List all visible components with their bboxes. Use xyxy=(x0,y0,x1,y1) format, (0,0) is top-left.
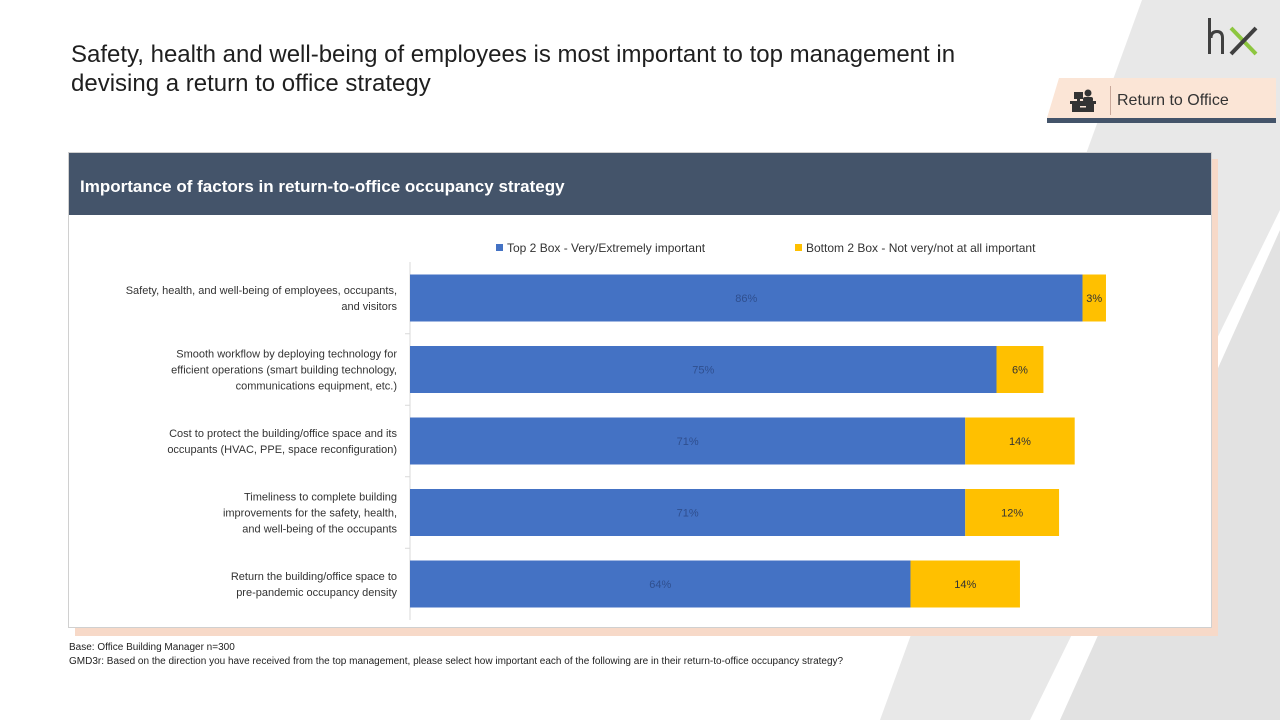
bar-bottom2 xyxy=(996,346,1044,393)
section-tag-background xyxy=(1047,78,1276,123)
legend-label-1: Top 2 Box - Very/Extremely important xyxy=(507,241,706,255)
bar-top2 xyxy=(410,274,1083,322)
section-tag-divider xyxy=(1110,86,1111,115)
bar-bottom2 xyxy=(965,489,1060,536)
bar-top2 xyxy=(410,560,911,608)
legend-label-2: Bottom 2 Box - Not very/not at all impor… xyxy=(806,241,1036,255)
chart-card-header: Importance of factors in return-to-offic… xyxy=(69,153,1211,215)
section-tag-label: Return to Office xyxy=(1117,92,1229,109)
slide-headline: Safety, health and well-being of employe… xyxy=(71,41,956,97)
data-label: 6% xyxy=(1012,365,1028,377)
chart-title: Importance of factors in return-to-offic… xyxy=(80,177,565,196)
bar-bottom2 xyxy=(1082,274,1106,322)
data-label: 75% xyxy=(692,365,714,377)
data-label: 86% xyxy=(735,293,757,305)
data-label: 12% xyxy=(1001,508,1023,520)
chart-card: Importance of factors in return-to-offic… xyxy=(68,152,1212,628)
section-tag: Return to Office xyxy=(1047,78,1276,123)
bar-bottom2 xyxy=(965,417,1075,465)
legend-swatch-1 xyxy=(496,244,503,251)
data-label: 3% xyxy=(1086,293,1102,305)
footnote-question: GMD3r: Based on the direction you have r… xyxy=(69,656,844,667)
category-label: Timeliness to complete building improveme… xyxy=(223,492,398,536)
category-label: Smooth workflow by deploying technology … xyxy=(171,349,397,393)
category-label: Safety, health, and well-being of employ… xyxy=(126,285,398,313)
category-label: Return the building/office space to pre-p… xyxy=(231,571,398,599)
stacked-bar-chart: Top 2 Box - Very/Extremely important Bott… xyxy=(126,241,1106,620)
category-label: Cost to protect the building/office spac… xyxy=(167,428,397,456)
data-label: 14% xyxy=(954,579,976,591)
footnote-base: Base: Office Building Manager n=300 xyxy=(69,642,235,653)
data-label: 71% xyxy=(677,508,699,520)
hx-logo xyxy=(1208,18,1258,56)
bar-bottom2 xyxy=(910,560,1020,608)
bar-top2 xyxy=(410,417,966,465)
data-label: 71% xyxy=(677,436,699,448)
bar-top2 xyxy=(410,489,966,536)
data-label: 14% xyxy=(1009,436,1031,448)
office-desk-icon xyxy=(1070,89,1096,112)
data-label: 64% xyxy=(649,579,671,591)
legend-swatch-2 xyxy=(795,244,802,251)
bar-top2 xyxy=(410,346,997,393)
